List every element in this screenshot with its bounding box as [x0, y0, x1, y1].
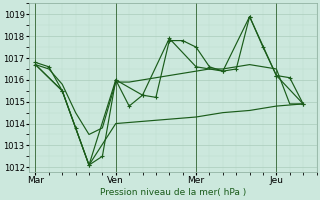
X-axis label: Pression niveau de la mer( hPa ): Pression niveau de la mer( hPa ) [100, 188, 246, 197]
